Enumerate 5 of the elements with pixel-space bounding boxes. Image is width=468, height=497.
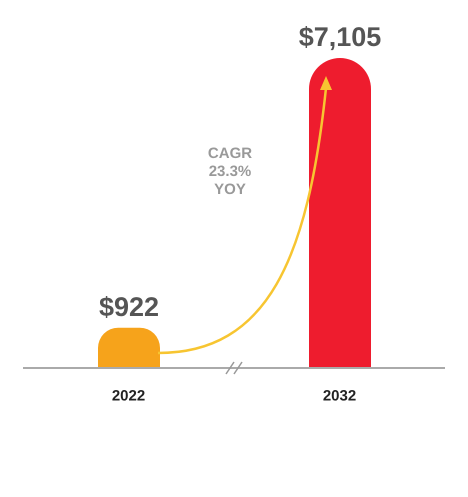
data-label: $922 <box>98 292 160 322</box>
x-tick-label: 2022 <box>112 388 146 405</box>
x-tick-label: 2032 <box>322 388 356 405</box>
annotation: CAGR 23.3% YOY <box>208 145 252 198</box>
data-label: $7,105 <box>298 22 382 52</box>
